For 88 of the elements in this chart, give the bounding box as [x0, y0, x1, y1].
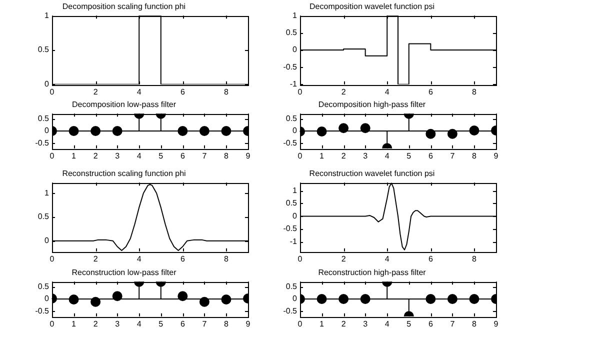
y-tick-label: 0.5 — [38, 114, 50, 124]
x-tick-label: 2 — [93, 151, 98, 160]
x-tick-label: 1 — [72, 151, 77, 160]
x-tick-label: 6 — [428, 319, 434, 328]
x-tick-label: 6 — [180, 87, 186, 96]
chart-title: Decomposition scaling function phi — [62, 2, 186, 12]
x-tick-label: 8 — [224, 319, 229, 328]
y-tick-label: 0.5 — [38, 212, 50, 222]
x-tick-label: 9 — [494, 151, 499, 160]
chart-title: Decomposition low-pass filter — [72, 100, 176, 110]
x-tick-label: 6 — [180, 254, 186, 264]
y-tick-label: 0.5 — [38, 282, 50, 292]
y-tick-label: 0 — [44, 294, 50, 304]
x-tick-label: 6 — [428, 87, 434, 96]
x-tick-label: 5 — [158, 151, 164, 160]
y-tick-label: 0 — [44, 126, 50, 136]
x-tick-label: 3 — [363, 319, 368, 328]
x-tick-label: 6 — [180, 151, 186, 160]
x-tick-label: 8 — [224, 254, 229, 264]
y-tick-label: 0.5 — [286, 114, 298, 124]
y-tick-label: 1 — [44, 188, 50, 198]
x-tick-label: 4 — [136, 87, 142, 96]
y-tick-label: -0.5 — [283, 224, 298, 234]
x-tick-label: 4 — [136, 254, 142, 264]
y-tick-label: 0.5 — [286, 282, 298, 292]
y-tick-label: 1 — [292, 10, 298, 20]
y-tick-label: -1 — [290, 236, 298, 246]
x-tick-label: 4 — [384, 254, 390, 264]
x-tick-label: 6 — [428, 254, 434, 264]
x-tick-label: 6 — [428, 151, 434, 160]
y-tick-label: 0 — [292, 126, 298, 136]
x-tick-label: 2 — [341, 254, 346, 264]
y-tick-label: -1 — [290, 80, 298, 89]
x-tick-label: 2 — [341, 151, 346, 160]
y-tick-label: 0 — [292, 294, 298, 304]
x-tick-label: 7 — [450, 319, 456, 328]
x-tick-label: 5 — [406, 319, 412, 328]
x-tick-label: 8 — [472, 319, 477, 328]
x-tick-label: 4 — [384, 319, 390, 328]
x-tick-label: 8 — [224, 151, 229, 160]
x-tick-label: 4 — [384, 87, 390, 96]
chart-title: Reconstruction high-pass filter — [318, 268, 426, 278]
y-tick-label: 0.5 — [286, 28, 298, 38]
x-tick-label: 9 — [494, 319, 499, 328]
x-tick-label: 3 — [115, 319, 120, 328]
x-tick-label: 2 — [93, 319, 98, 328]
x-tick-label: 6 — [180, 319, 186, 328]
chart-title: Reconstruction wavelet function psi — [309, 169, 435, 178]
y-tick-label: -0.5 — [283, 306, 298, 316]
chart-title: Decomposition wavelet function psi — [310, 2, 435, 12]
x-tick-label: 1 — [72, 319, 77, 328]
x-tick-label: 1 — [320, 151, 325, 160]
y-tick-label: -0.5 — [35, 306, 50, 316]
x-tick-label: 8 — [472, 254, 477, 264]
y-tick-label: -0.5 — [35, 138, 50, 148]
x-tick-label: 7 — [202, 151, 208, 160]
y-tick-label: 1 — [292, 186, 298, 195]
y-tick-label: 1 — [44, 10, 50, 20]
y-tick-label: 0 — [44, 80, 50, 89]
x-tick-label: 3 — [363, 151, 368, 160]
y-tick-label: 0 — [44, 236, 50, 246]
y-tick-label: -0.5 — [283, 62, 298, 72]
y-tick-label: 0.5 — [38, 45, 50, 54]
x-tick-label: 8 — [472, 151, 477, 160]
x-tick-label: 8 — [472, 87, 477, 96]
y-tick-label: 0 — [292, 45, 298, 54]
x-tick-label: 8 — [224, 87, 229, 96]
x-tick-label: 7 — [202, 319, 208, 328]
x-tick-label: 5 — [406, 151, 412, 160]
x-tick-label: 7 — [450, 151, 456, 160]
chart-title: Decomposition high-pass filter — [318, 100, 426, 110]
x-tick-label: 2 — [341, 87, 346, 96]
y-tick-label: -0.5 — [283, 138, 298, 148]
x-tick-label: 3 — [115, 151, 120, 160]
x-tick-label: 2 — [93, 87, 98, 96]
x-tick-label: 4 — [136, 151, 142, 160]
x-tick-label: 2 — [93, 254, 98, 264]
y-tick-label: 0 — [292, 211, 298, 220]
x-tick-label: 5 — [158, 319, 164, 328]
x-tick-label: 2 — [341, 319, 346, 328]
x-tick-label: 9 — [246, 319, 251, 328]
x-tick-label: 4 — [136, 319, 142, 328]
x-tick-label: 9 — [246, 151, 251, 160]
x-tick-label: 1 — [320, 319, 325, 328]
x-tick-label: 4 — [384, 151, 390, 160]
y-tick-label: 0.5 — [286, 198, 298, 208]
chart-title: Reconstruction low-pass filter — [72, 268, 177, 278]
chart-title: Reconstruction scaling function phi — [62, 169, 186, 178]
